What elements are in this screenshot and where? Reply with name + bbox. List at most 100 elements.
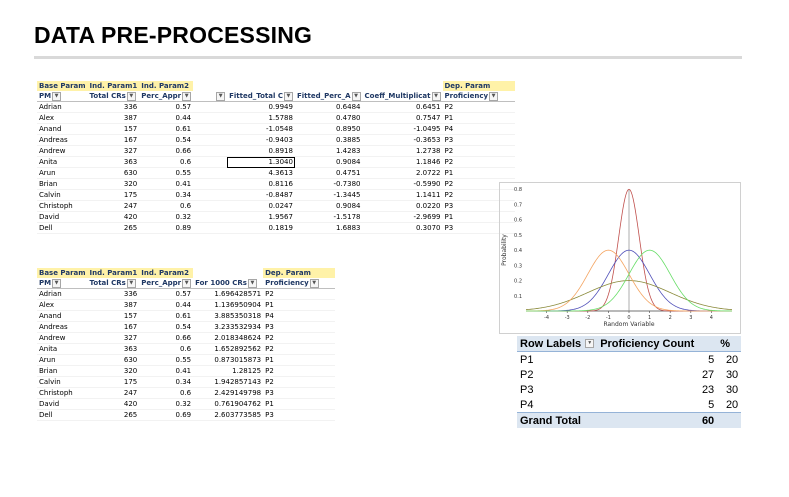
table-cell[interactable]: 247 xyxy=(87,200,140,212)
table-cell[interactable]: 420 xyxy=(87,398,140,410)
table-cell[interactable]: 0.32 xyxy=(139,398,194,410)
table-cell[interactable]: 320 xyxy=(87,178,140,190)
table-cell[interactable]: 1.942857143 xyxy=(193,376,264,388)
table-cell[interactable]: 1.9567 xyxy=(227,211,295,223)
table-cell[interactable]: 363 xyxy=(87,156,140,168)
table-cell[interactable]: Adrian xyxy=(37,101,88,113)
table-cell[interactable]: 2.603773585 xyxy=(193,409,264,421)
table-cell[interactable]: David xyxy=(37,211,88,223)
table-cell[interactable]: P2 xyxy=(442,101,515,113)
table-cell[interactable]: Brian xyxy=(37,365,88,377)
table-cell[interactable]: 175 xyxy=(87,189,140,201)
column-header-cell[interactable]: Perc_Appr ▼ xyxy=(139,91,194,102)
filter-dropdown-icon[interactable]: ▼ xyxy=(52,278,62,288)
table-cell[interactable]: 0.761904762 xyxy=(193,398,264,410)
column-header-cell[interactable]: PM ▼ xyxy=(37,278,88,289)
table-cell[interactable]: 1.6883 xyxy=(294,222,363,234)
table-cell[interactable]: 0.9084 xyxy=(294,156,363,168)
pivot-row-labels-header[interactable]: Row Labels ▼ xyxy=(517,336,598,352)
filter-dropdown-icon[interactable]: ▼ xyxy=(351,91,361,101)
table-cell[interactable]: 0.54 xyxy=(139,134,194,146)
table-cell[interactable]: P2 xyxy=(263,376,336,388)
table-cell[interactable]: Dell xyxy=(37,222,88,234)
table-cell[interactable]: 1.4283 xyxy=(294,145,363,157)
table-cell[interactable]: P3 xyxy=(263,321,336,333)
table-cell[interactable]: 0.873015873 xyxy=(193,354,264,366)
table-cell[interactable]: 0.9084 xyxy=(294,200,363,212)
table-cell[interactable]: P1 xyxy=(442,211,515,223)
table-cell[interactable]: 0.61 xyxy=(139,123,194,135)
table-cell[interactable]: 336 xyxy=(87,101,140,113)
table-cell[interactable]: 0.6451 xyxy=(362,101,443,113)
table-cell[interactable]: P4 xyxy=(263,310,336,322)
table-cell[interactable]: Christoph xyxy=(37,387,88,399)
table-cell[interactable]: -1.0495 xyxy=(362,123,443,135)
table-cell[interactable]: 0.61 xyxy=(139,310,194,322)
table-cell[interactable]: 1.1411 xyxy=(362,189,443,201)
filter-dropdown-icon[interactable]: ▼ xyxy=(585,339,595,349)
table-cell[interactable]: 247 xyxy=(87,387,140,399)
table-cell[interactable]: 0.4751 xyxy=(294,167,363,179)
filter-dropdown-icon[interactable]: ▼ xyxy=(126,91,136,101)
table-cell[interactable]: 175 xyxy=(87,376,140,388)
filter-dropdown-icon[interactable]: ▼ xyxy=(247,278,257,288)
table-cell[interactable]: 0.89 xyxy=(139,222,194,234)
table-cell[interactable]: 630 xyxy=(87,354,140,366)
filter-dropdown-icon[interactable]: ▼ xyxy=(489,91,499,101)
table-cell[interactable]: 0.3070 xyxy=(362,222,443,234)
table-cell[interactable]: 1.652892562 xyxy=(193,343,264,355)
table-cell[interactable]: 0.32 xyxy=(139,211,194,223)
table-cell[interactable]: Arun xyxy=(37,167,88,179)
table-cell[interactable]: 167 xyxy=(87,134,140,146)
table-cell[interactable]: Calvin xyxy=(37,376,88,388)
column-header-cell[interactable]: Coeff_Multiplicat ▼ xyxy=(362,91,443,102)
table-cell[interactable]: 265 xyxy=(87,222,140,234)
filter-dropdown-icon[interactable]: ▼ xyxy=(182,278,192,288)
table-cell[interactable]: 0.55 xyxy=(139,167,194,179)
table-cell[interactable]: 327 xyxy=(87,332,140,344)
table-cell[interactable]: P3 xyxy=(442,200,515,212)
table-cell[interactable]: 1.136950904 xyxy=(193,299,264,311)
table-cell[interactable]: Anita xyxy=(37,156,88,168)
table-cell[interactable]: 0.0247 xyxy=(227,200,295,212)
table-cell[interactable]: P3 xyxy=(263,387,336,399)
table-cell[interactable]: 0.9949 xyxy=(227,101,295,113)
table-cell[interactable]: Christoph xyxy=(37,200,88,212)
table-cell[interactable]: 0.6 xyxy=(139,200,194,212)
column-header-cell[interactable]: For 1000 CRs ▼ xyxy=(193,278,264,289)
table-cell[interactable]: P1 xyxy=(263,398,336,410)
table-cell[interactable]: P2 xyxy=(263,332,336,344)
table-cell[interactable]: 0.57 xyxy=(139,101,194,113)
filter-dropdown-icon[interactable]: ▼ xyxy=(126,278,136,288)
table-cell[interactable]: 0.3885 xyxy=(294,134,363,146)
table-cell[interactable]: -0.7380 xyxy=(294,178,363,190)
table-cell[interactable]: 387 xyxy=(87,112,140,124)
table-cell[interactable]: 0.41 xyxy=(139,365,194,377)
table-cell[interactable]: 363 xyxy=(87,343,140,355)
table-cell[interactable]: P3 xyxy=(263,409,336,421)
table-cell[interactable]: 4.3613 xyxy=(227,167,295,179)
table-cell[interactable]: 0.6 xyxy=(139,156,194,168)
table-cell[interactable]: P1 xyxy=(263,354,336,366)
column-header-cell[interactable]: Fitted_Total C ▼ xyxy=(227,91,295,102)
table-cell[interactable]: 1.696428571 xyxy=(193,288,264,300)
table-cell[interactable]: 157 xyxy=(87,310,140,322)
table-cell[interactable]: Adrian xyxy=(37,288,88,300)
table-cell[interactable]: 1.5788 xyxy=(227,112,295,124)
table-cell[interactable]: 0.66 xyxy=(139,332,194,344)
table-cell[interactable]: Alex xyxy=(37,112,88,124)
column-header-cell[interactable]: Total CRs ▼ xyxy=(87,278,140,289)
table-cell[interactable]: 1.1846 xyxy=(362,156,443,168)
table-cell[interactable]: 0.6 xyxy=(139,387,194,399)
table-cell[interactable]: Andrew xyxy=(37,332,88,344)
table-cell[interactable]: 0.57 xyxy=(139,288,194,300)
table-cell[interactable]: 320 xyxy=(87,365,140,377)
table-cell[interactable]: 420 xyxy=(87,211,140,223)
table-cell[interactable]: P4 xyxy=(442,123,515,135)
table-cell[interactable]: 0.34 xyxy=(139,189,194,201)
table-cell[interactable]: 0.66 xyxy=(139,145,194,157)
table-cell[interactable]: 0.7547 xyxy=(362,112,443,124)
table-cell[interactable]: -1.3445 xyxy=(294,189,363,201)
table-cell[interactable]: 0.4780 xyxy=(294,112,363,124)
table-cell[interactable]: 265 xyxy=(87,409,140,421)
